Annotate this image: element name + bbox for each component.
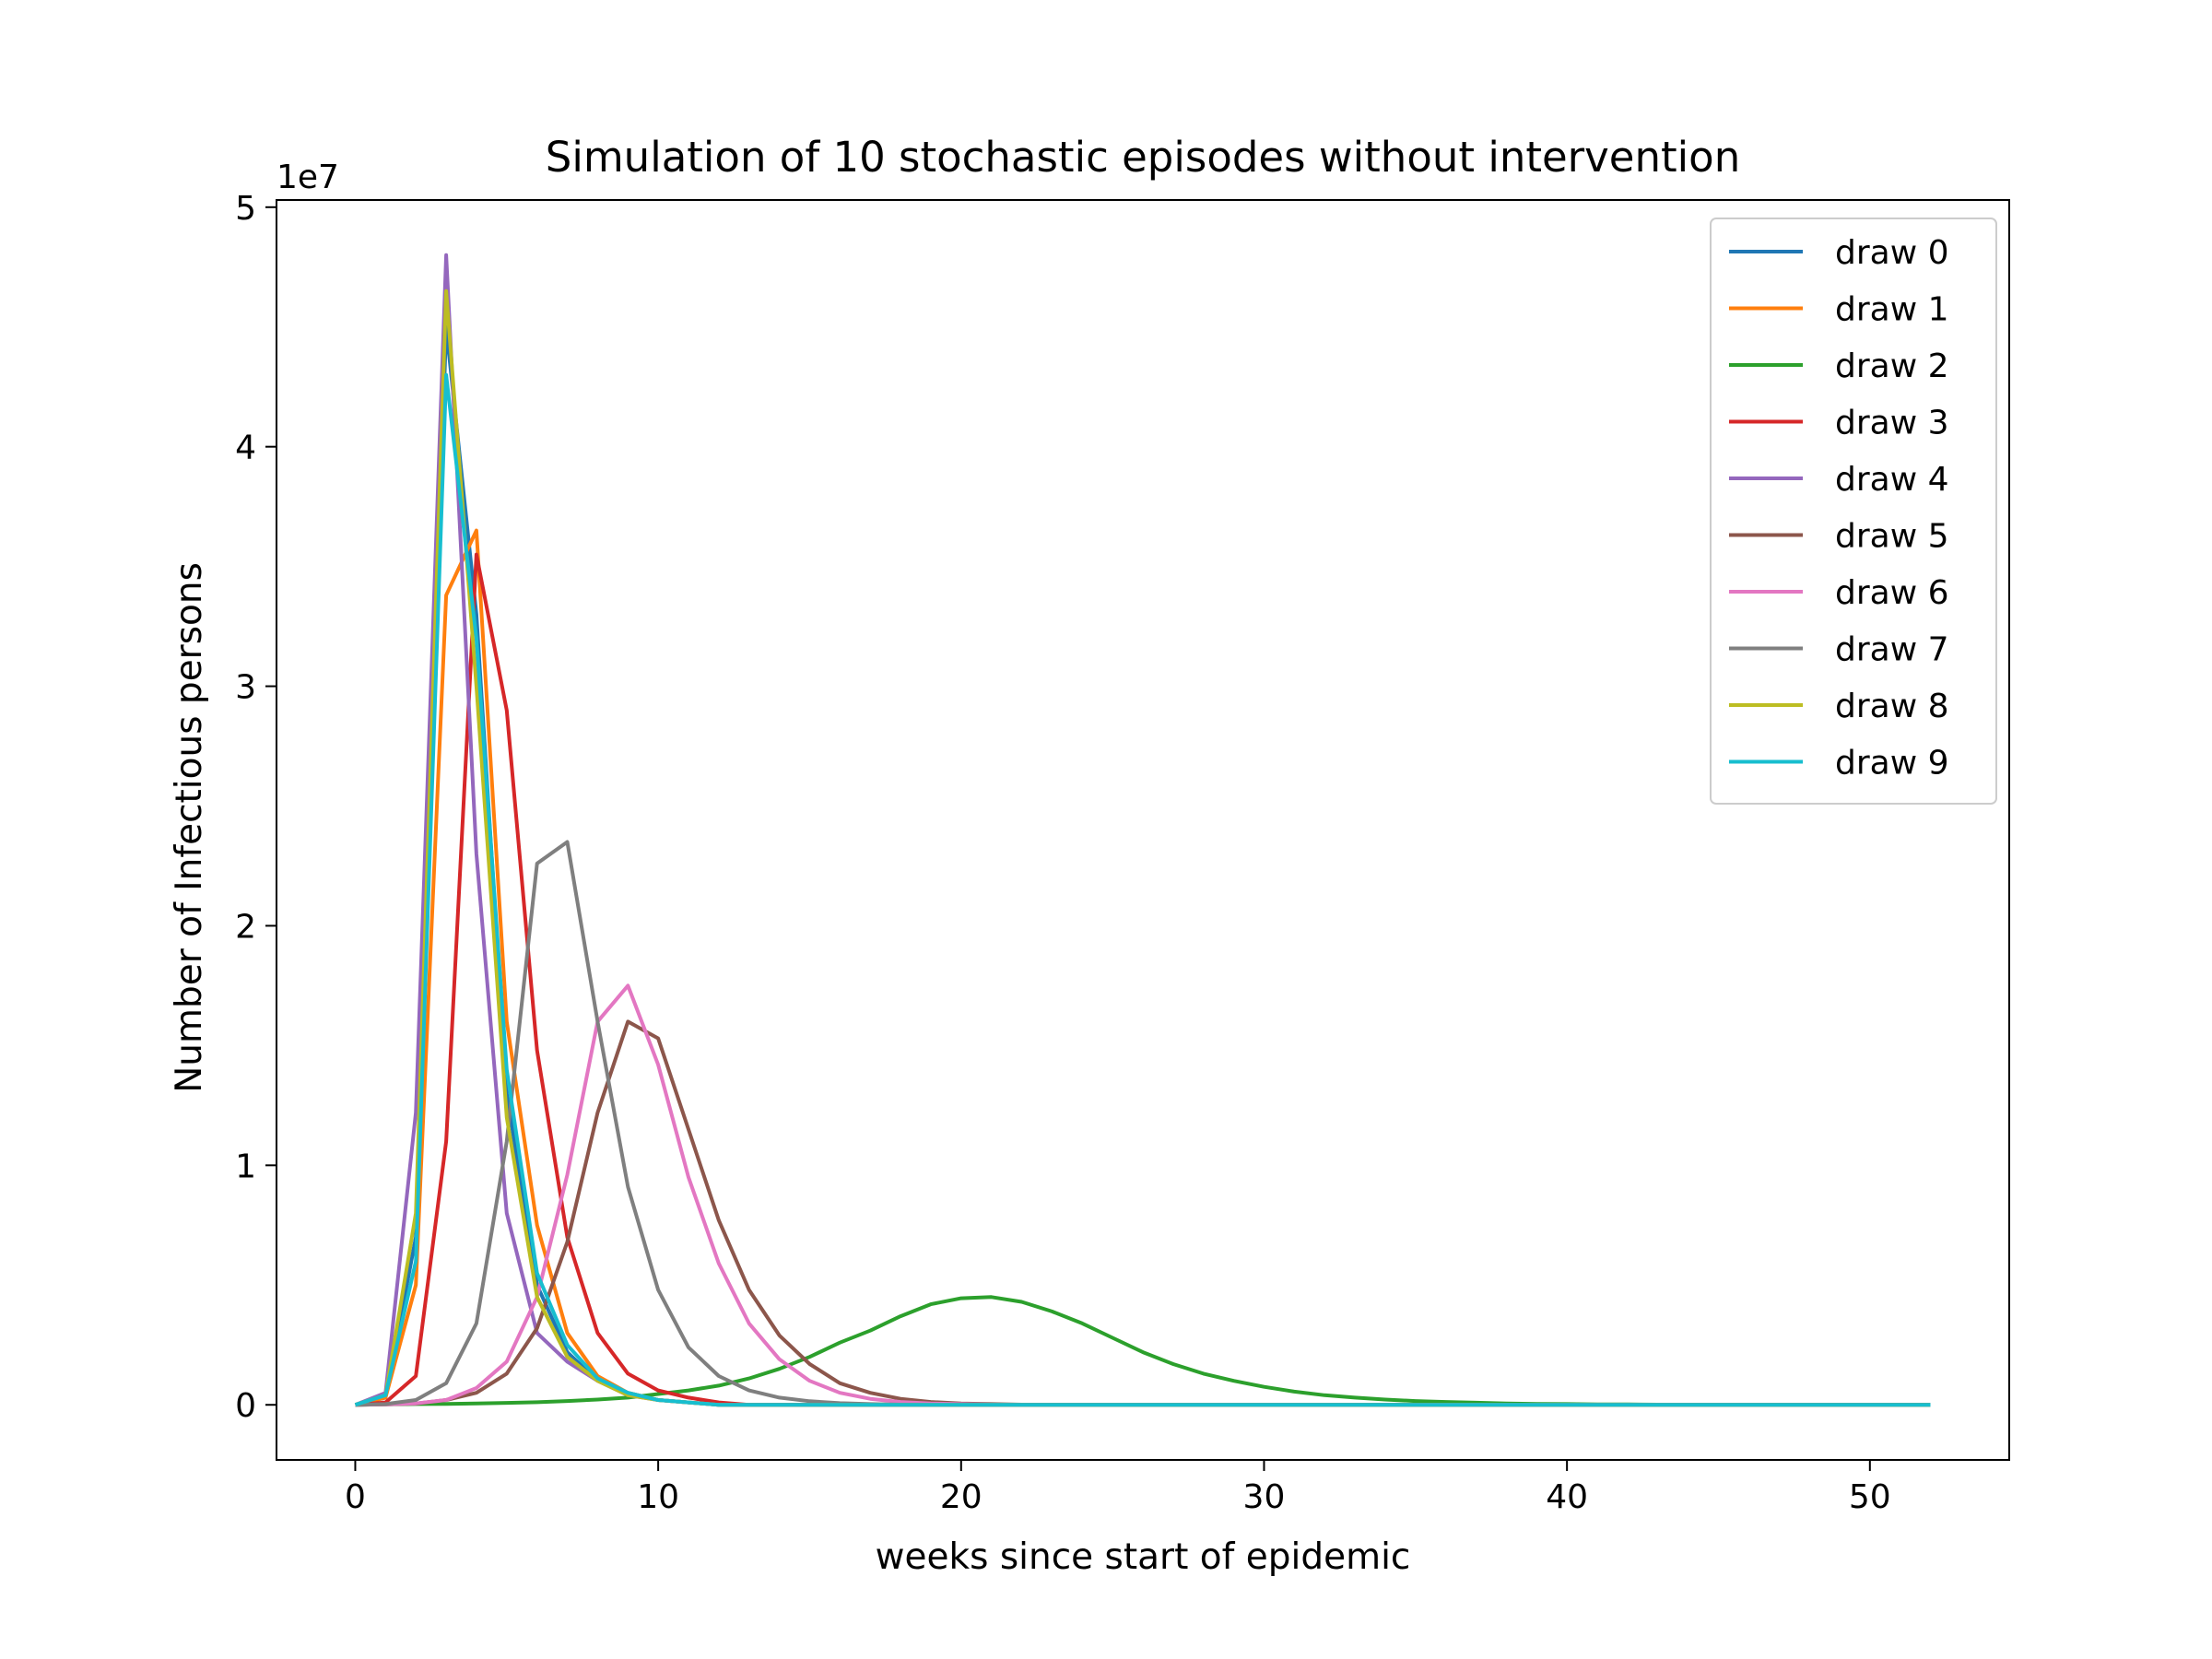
legend-label: draw 0 [1835,234,1949,272]
legend-label: draw 3 [1835,405,1949,442]
legend-label: draw 7 [1835,631,1949,669]
y-axis-label: Number of Infectious persons [169,562,210,1093]
x-tick-label: 50 [1849,1478,1891,1516]
legend-label: draw 9 [1835,745,1949,782]
legend-label: draw 2 [1835,347,1949,385]
legend-label: draw 4 [1835,461,1949,499]
y-tick-label: 0 [235,1387,256,1425]
plot-frame [276,199,2010,1461]
x-tick-label: 30 [1243,1478,1286,1516]
legend-label: draw 1 [1835,291,1949,329]
series-layer [354,253,1931,1407]
y-tick-label: 3 [235,669,256,707]
legend-label: draw 8 [1835,688,1949,725]
y-tick-label: 4 [235,429,256,467]
legend: draw 0 draw 1 draw 2 draw 3 draw 4 draw 5 draw… [1710,218,1997,805]
x-axis-label: weeks since start of epidemic [876,1536,1411,1578]
y-tick-label: 5 [235,190,256,228]
legend-label: draw 5 [1835,518,1949,556]
x-tick-label: 10 [637,1478,679,1516]
x-tick-label: 20 [940,1478,982,1516]
y-tick-label: 1 [235,1147,256,1185]
y-tick-label: 2 [235,908,256,946]
y-offset-label: 1e7 [276,159,339,196]
x-tick-label: 0 [345,1478,366,1516]
axes-layer: 0 10 20 30 40 50 0 1 2 3 4 5 [235,190,1891,1516]
series-line-draw-9 [354,372,1931,1407]
legend-label: draw 6 [1835,574,1949,612]
x-tick-label: 40 [1546,1478,1588,1516]
chart-title: Simulation of 10 stochastic episodes wit… [546,133,1740,182]
